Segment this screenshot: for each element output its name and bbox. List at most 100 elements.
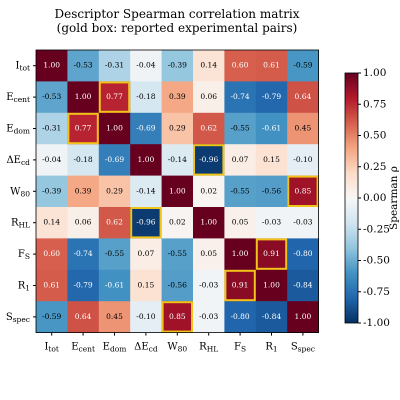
heatmap-cell [161,175,194,208]
heatmap-cell [36,269,68,302]
heatmap-cell [255,269,288,302]
cell-label: -0.69 [136,124,155,133]
cell-label: 0.62 [200,124,217,133]
heatmap-cell [193,207,225,239]
cell-label: -0.39 [42,186,61,195]
cell-label: 0.29 [169,124,186,133]
heatmap-cell [193,144,225,176]
cell-label: -0.96 [199,155,218,164]
colorbar-tick-label: -1.00 [363,317,390,329]
y-tick-label: W80 [10,186,30,199]
highlight-box [224,269,256,302]
cell-label: 0.15 [138,281,155,290]
cell-label: -0.61 [262,124,281,133]
cell-label: -0.55 [230,186,249,195]
cell-label: 0.05 [200,249,217,258]
heatmap-cell [67,207,100,239]
cell-label: 0.14 [43,218,60,227]
cell-label: -0.80 [230,312,249,321]
heatmap-cell [193,301,225,333]
y-tick-label: RHL [11,217,30,230]
cell-label: -0.84 [262,312,281,321]
heatmap-cell [36,301,68,333]
colorbar-tick-label: 0.50 [363,130,386,142]
cell-label: 0.91 [263,249,280,258]
y-tick-label: Sspec [6,311,30,324]
heatmap-cell [287,144,319,176]
cell-label: -0.55 [230,124,249,133]
heatmap-cell [98,144,131,176]
x-tick-label: Sspec [291,341,315,354]
heatmap-cell [98,207,131,239]
heatmap-cell [255,144,288,176]
heatmap-cell [255,81,288,114]
highlight-box [287,175,319,208]
heatmap-cell [130,269,162,302]
cell-label: 0.07 [138,249,155,258]
cell-label: 1.00 [200,218,217,227]
heatmap-cell [67,144,100,176]
heatmap-cell [67,112,100,145]
x-tick-label: ΔEcd [134,341,158,354]
colorbar-label: Spearman ρ [388,166,400,230]
heatmap-cell [98,112,131,145]
cell-label: 0.15 [263,155,280,164]
heatmap-cell [287,269,319,302]
cell-label: -0.10 [293,155,312,164]
x-tick-label: Edom [103,341,127,354]
heatmap-cell [287,50,319,82]
cell-label: 0.05 [232,218,249,227]
heatmap-cell [224,144,257,176]
heatmap-frame [35,49,320,334]
colorbar-tick-label: 0.25 [363,161,386,173]
highlight-box [255,238,288,270]
heatmap-cell [224,269,257,302]
heatmap-cell [193,50,225,82]
heatmap-cell [287,238,319,271]
heatmap-cell [36,81,68,114]
heatmap-cell [255,50,288,82]
colorbar-tick-label: 0.75 [363,98,386,110]
cell-label: -0.53 [73,61,92,70]
heatmap-cell [98,269,131,302]
heatmap-cell [224,175,257,208]
cell-label: -0.84 [293,281,312,290]
heatmap-cell [36,175,68,208]
heatmap-cell [36,112,68,145]
heatmap-cell [161,207,194,239]
heatmap-cell [287,301,319,333]
cell-label: -0.69 [105,155,124,164]
heatmap-cell [255,207,288,239]
cell-label: -0.14 [168,155,187,164]
heatmap-cell [130,81,162,114]
cell-label: 0.77 [106,92,123,101]
cell-label: 0.45 [106,312,123,321]
cell-label: -0.74 [230,92,249,101]
x-tick-label: RHL [199,341,218,354]
heatmap-cell [130,238,162,271]
cell-label: 1.00 [75,92,92,101]
cell-label: -0.03 [199,281,218,290]
x-tick-label: R1 [265,341,277,354]
chart-title: Descriptor Spearman correlation matrix [54,7,299,21]
cell-label: -0.56 [168,281,187,290]
cell-label: -0.56 [262,186,281,195]
cell-label: -0.55 [105,249,124,258]
cell-label: 0.60 [43,249,60,258]
heatmap-cell [224,301,257,333]
cell-label: 1.00 [232,249,249,258]
cell-label: -0.55 [168,249,187,258]
heatmap-cell [287,175,319,208]
heatmap-cell [193,175,225,208]
heatmap-cell [161,50,194,82]
cell-label: 0.77 [75,124,92,133]
cell-label: -0.10 [136,312,155,321]
cell-label: -0.03 [293,218,312,227]
heatmap-cell [224,50,257,82]
cell-label: -0.61 [105,281,124,290]
cell-label: -0.14 [136,186,155,195]
cell-label: 1.00 [263,281,280,290]
cell-label: 0.07 [232,155,249,164]
heatmap-cell [36,50,68,82]
